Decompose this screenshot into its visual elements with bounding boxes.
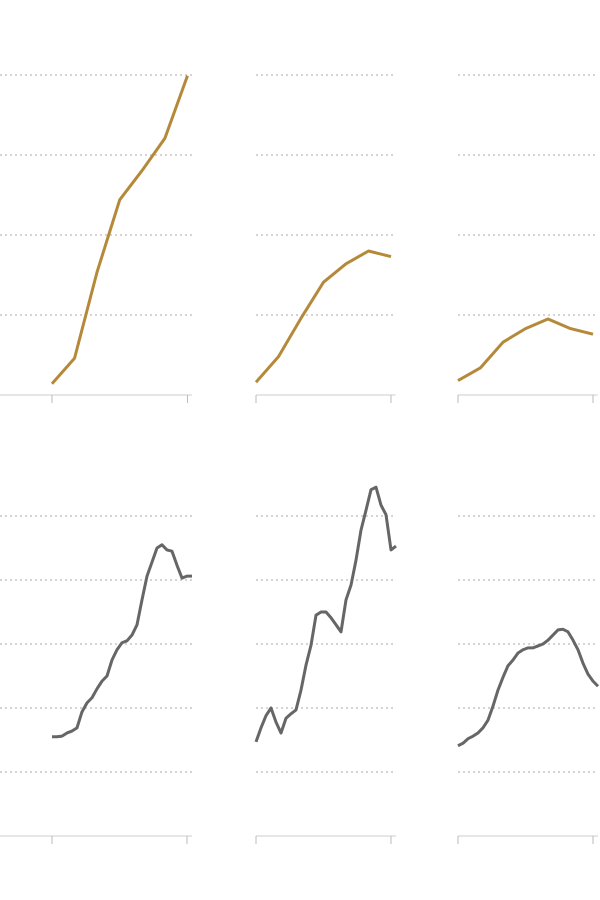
data-line <box>457 627 600 748</box>
data-line <box>52 543 192 739</box>
data-line <box>254 485 397 743</box>
data-line <box>254 249 392 384</box>
data-line <box>457 317 594 382</box>
data-line <box>50 75 189 385</box>
